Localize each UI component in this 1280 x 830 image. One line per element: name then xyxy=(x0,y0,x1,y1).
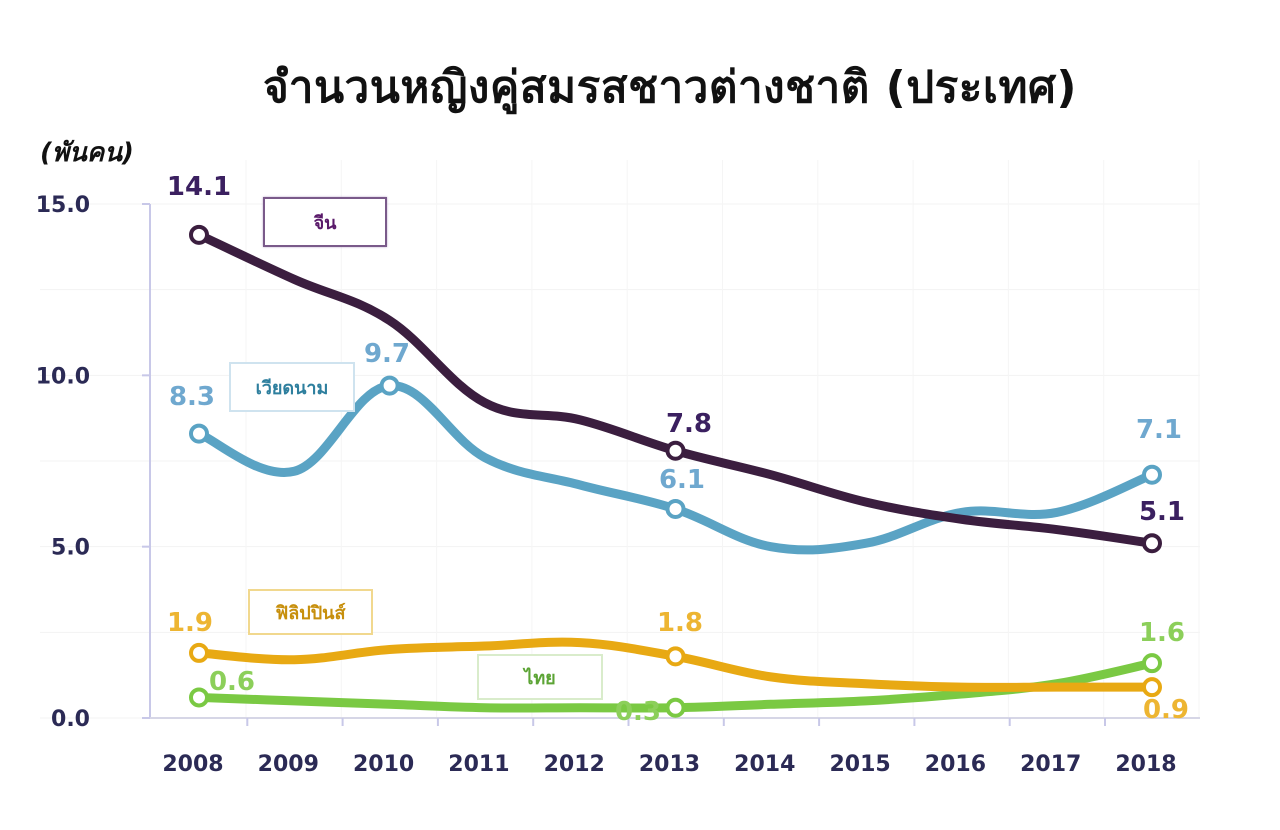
y-tick-label: 10.0 xyxy=(36,364,90,389)
data-label-vietnam-2018: 7.1 xyxy=(1136,415,1182,445)
data-label-philippines-2008: 1.9 xyxy=(167,608,213,638)
data-labels: 14.1 7.8 5.1 8.3 9.7 6.1 7.1 1.9 1.8 0.9 0.6 0.3 1.6 xyxy=(167,172,1189,727)
data-point-marker xyxy=(1142,677,1162,698)
series-line-vietnam xyxy=(194,381,1157,555)
data-label-vietnam-2013: 6.1 xyxy=(659,465,705,495)
data-label-philippines-2018: 0.9 xyxy=(1143,695,1189,725)
data-label-thailand-2008: 0.6 xyxy=(209,667,255,697)
legend-label-philippines: ฟิลิปปินส์ xyxy=(248,589,373,635)
data-point-marker xyxy=(665,697,686,718)
data-point-marker xyxy=(1142,653,1162,674)
x-tick-label: 2017 xyxy=(1020,752,1081,777)
legend-label-vietnam: เวียดนาม xyxy=(229,362,355,412)
data-point-marker xyxy=(1142,464,1162,485)
data-point-marker xyxy=(665,498,686,519)
x-tick-label: 2015 xyxy=(829,752,890,777)
y-axis-unit-label: (พันคน) xyxy=(40,138,134,168)
data-point-marker xyxy=(189,642,209,663)
data-point-marker xyxy=(189,687,209,708)
x-tick-label: 2016 xyxy=(925,752,986,777)
data-label-thailand-2018: 1.6 xyxy=(1139,618,1185,648)
data-point-marker xyxy=(665,440,686,461)
x-axis-ticks: 2008 2009 2010 2011 2012 2013 2014 2015 2016 2017… xyxy=(162,718,1177,777)
x-tick-label: 2011 xyxy=(448,752,509,777)
x-tick-label: 2018 xyxy=(1115,752,1176,777)
series-line-china xyxy=(194,230,1157,548)
axes xyxy=(149,204,1200,719)
y-tick-label: 15.0 xyxy=(36,193,90,218)
data-label-china-2008: 14.1 xyxy=(167,172,231,202)
data-label-philippines-2013: 1.8 xyxy=(657,608,703,638)
data-label-thailand-2013: 0.3 xyxy=(615,697,661,727)
data-label-china-2018: 5.1 xyxy=(1139,497,1185,527)
x-tick-label: 2008 xyxy=(162,752,223,777)
data-point-marker xyxy=(1142,533,1162,554)
y-axis-ticks: 0.0 5.0 10.0 15.0 xyxy=(36,193,150,732)
series-lines xyxy=(189,224,1162,718)
chart-title: จำนวนหญิงคู่สมรสชาวต่างชาติ (ประเทศ) xyxy=(262,62,1077,113)
data-point-marker xyxy=(189,224,209,245)
y-tick-label: 5.0 xyxy=(51,536,90,561)
data-label-vietnam-2008: 8.3 xyxy=(169,382,215,412)
x-tick-label: 2013 xyxy=(639,752,700,777)
data-label-vietnam-2010: 9.7 xyxy=(364,339,410,369)
data-point-marker xyxy=(379,375,400,396)
x-tick-label: 2010 xyxy=(353,752,414,777)
data-point-marker xyxy=(665,646,686,667)
x-tick-label: 2012 xyxy=(544,752,605,777)
legend-label-china: จีน xyxy=(263,197,387,247)
legend-label-thailand: ไทย xyxy=(477,654,603,700)
data-point-marker xyxy=(189,423,209,444)
data-label-china-2013: 7.8 xyxy=(666,409,712,439)
y-tick-label: 0.0 xyxy=(51,707,90,732)
x-tick-label: 2014 xyxy=(734,752,795,777)
x-tick-label: 2009 xyxy=(258,752,319,777)
